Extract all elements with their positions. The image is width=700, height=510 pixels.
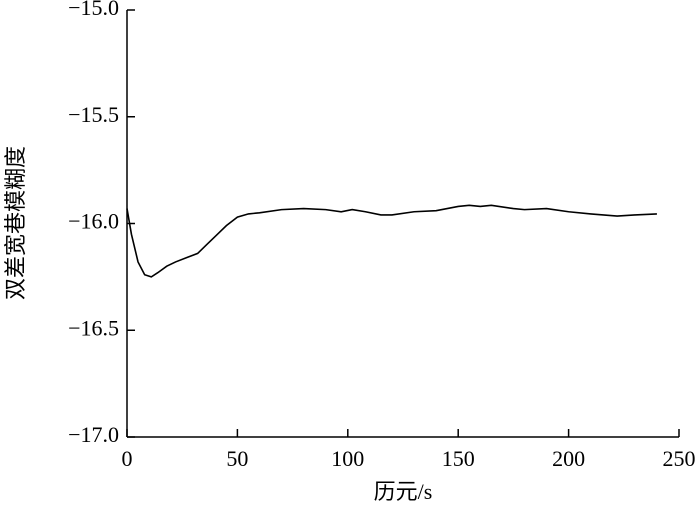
x-axis-label: 历元/s <box>374 479 433 504</box>
x-tick-label: 150 <box>442 446 475 471</box>
y-tick-label: −16.5 <box>68 315 119 340</box>
x-tick-label: 0 <box>122 446 133 471</box>
x-tick-label: 100 <box>331 446 364 471</box>
y-tick-label: −15.5 <box>68 102 119 127</box>
y-tick-label: −15.0 <box>68 0 119 20</box>
data-line <box>126 204 657 278</box>
y-axis-label: 双差宽巷模糊度 <box>3 146 28 300</box>
x-tick-label: 250 <box>663 446 696 471</box>
x-tick-label: 200 <box>552 446 585 471</box>
y-tick-label: −16.0 <box>68 209 119 234</box>
x-tick-label: 50 <box>226 446 248 471</box>
y-tick-label: −17.0 <box>68 422 119 447</box>
